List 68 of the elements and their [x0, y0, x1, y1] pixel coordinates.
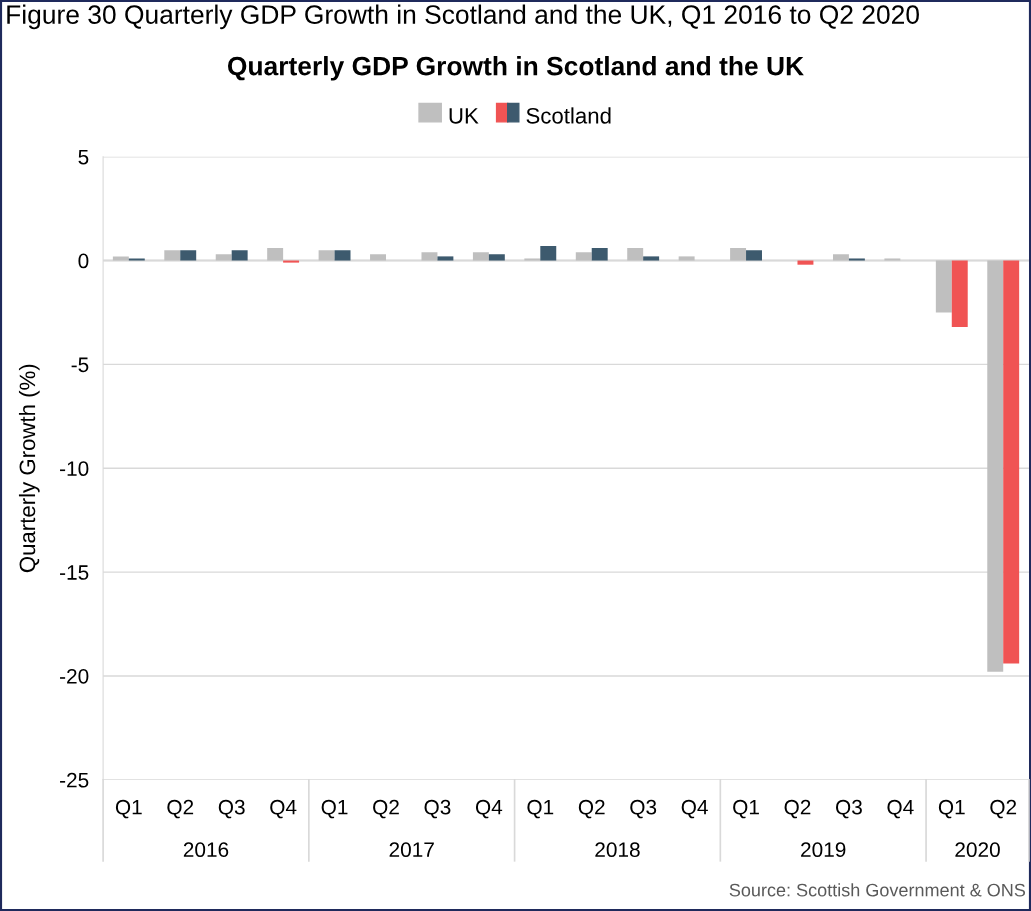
y-tick-label: -10	[60, 461, 89, 477]
y-tick-label: -25	[60, 772, 89, 788]
bar	[180, 250, 197, 261]
bar	[334, 250, 351, 261]
text: 2017	[389, 842, 434, 858]
x-tick-label: Q4	[475, 799, 503, 819]
bar	[848, 258, 865, 261]
bar	[935, 260, 952, 313]
bar	[575, 252, 592, 261]
x-tick-label: Q2	[373, 799, 399, 819]
chart-title: Quarterly GDP Growth in Scotland and the UK	[227, 56, 804, 81]
x-tick-label: Q1	[733, 799, 759, 819]
bar	[746, 250, 762, 261]
caption: Figure 30 Quarterly GDP Growth in Scotland and the UK, Q1 2016 to Q2 2020	[7, 4, 919, 30]
bar	[215, 254, 232, 261]
x-tick-label: Q2	[990, 799, 1017, 819]
y-tick-label: 0	[78, 253, 89, 269]
x-tick-label: Q3	[630, 799, 657, 819]
bar	[421, 252, 438, 261]
bar	[884, 258, 901, 261]
source-note: Source: Scottish Government & ONS	[729, 883, 1026, 897]
y-tick-label: -5	[71, 357, 89, 373]
bar	[524, 258, 541, 261]
bar	[283, 260, 300, 263]
bar	[730, 248, 747, 261]
bar	[370, 254, 386, 261]
y-tick-label: -15	[60, 565, 89, 580]
bar	[128, 258, 145, 261]
bar	[951, 260, 968, 328]
x-tick-label: Q4	[270, 799, 297, 819]
x-tick-label: Q1	[115, 799, 142, 819]
x-tick-label: Q1	[527, 799, 554, 819]
bar	[643, 256, 660, 261]
x-tick-label: Q2	[578, 799, 605, 819]
bar	[318, 250, 335, 261]
x-tick-label: Q4	[681, 799, 708, 819]
bar	[488, 254, 505, 261]
bar	[231, 250, 248, 261]
text: 2019	[801, 842, 846, 858]
y-axis-title: Quarterly Growth (%)	[18, 364, 40, 573]
bar	[591, 248, 608, 261]
bar	[987, 260, 1004, 672]
bar	[112, 256, 129, 261]
y-tick-label: -20	[60, 668, 89, 684]
x-tick-label: Q2	[784, 799, 811, 819]
x-tick-label: Q2	[167, 799, 194, 819]
x-tick-label: Q3	[424, 799, 451, 819]
bar	[164, 250, 181, 261]
legend-label: UK	[449, 108, 479, 124]
text: 2020	[955, 842, 1000, 858]
text: 2016	[183, 842, 229, 858]
bar	[1003, 260, 1020, 664]
legend-label: Scotland	[526, 107, 611, 124]
bar	[797, 260, 814, 265]
bar	[540, 246, 557, 261]
bar	[832, 254, 849, 261]
bar	[678, 256, 695, 261]
y-tick-label: 5	[78, 149, 89, 165]
x-tick-label: Q1	[938, 799, 965, 819]
bar	[472, 252, 489, 261]
bar	[627, 248, 644, 261]
bar	[267, 248, 284, 261]
text: 2018	[595, 842, 640, 858]
x-tick-label: Q4	[887, 799, 914, 819]
x-tick-label: Q1	[321, 799, 348, 819]
x-tick-label: Q3	[836, 799, 862, 819]
x-tick-label: Q3	[218, 799, 245, 819]
bar	[437, 256, 454, 261]
